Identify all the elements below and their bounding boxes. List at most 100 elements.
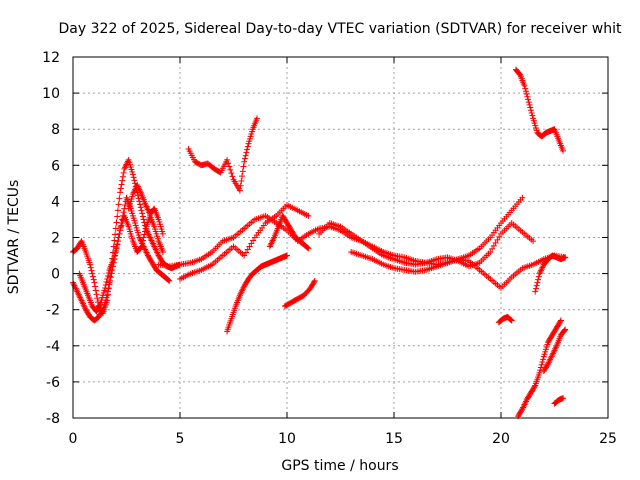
data-point [107,274,114,281]
data-point [254,115,261,122]
data-point [94,295,101,302]
data-point [538,361,545,368]
data-point [104,288,111,295]
y-tick-label: -4 [46,339,60,355]
data-point [236,187,243,194]
data-point [117,227,124,234]
data-point [129,171,136,178]
data-point [89,273,96,280]
y-tick-label: 6 [51,158,60,174]
data-point [228,170,235,177]
x-tick-label: 20 [492,431,510,447]
data-point [120,169,127,176]
data-point [527,107,534,114]
data-point [103,279,110,286]
data-point [119,177,126,184]
series-track-17 [551,395,567,407]
series-track-2 [70,212,166,324]
data-point [225,160,232,167]
data-point [119,216,126,223]
data-point [560,147,567,154]
data-point [530,238,537,245]
series-track-13 [512,66,567,154]
data-point [528,109,535,116]
data-point [519,194,526,201]
data-point [490,242,497,249]
data-point [104,273,111,280]
data-point [135,195,142,202]
data-point [494,236,501,243]
data-point [110,256,117,263]
x-tick-label: 10 [278,431,296,447]
data-point [87,261,94,268]
data-point [92,287,99,294]
data-point [489,245,496,252]
data-point [518,407,525,414]
series-track-5 [155,194,526,270]
data-point [117,223,124,230]
series-track-1 [70,156,183,317]
data-point [137,201,144,208]
x-tick-label: 15 [385,431,403,447]
series-track-6 [177,202,312,283]
data-point [303,244,310,251]
data-point [113,244,120,251]
data-point [117,189,124,196]
data-point [116,230,123,237]
data-point [131,177,138,184]
data-point [248,240,255,247]
data-point [527,104,534,111]
data-point [224,156,231,163]
series-track-7 [224,252,290,335]
data-point [138,207,145,214]
data-point [116,195,123,202]
data-point [111,253,118,260]
data-point [159,230,166,237]
data-point [112,225,119,232]
y-axis-label: SDTVAR / TECUs [6,180,22,295]
data-point [105,269,112,276]
data-point [137,204,144,211]
axis-ticks: 0 5 10 15 20 25 -8 -6 -4 -2 0 2 4 6 8 10 12 [42,50,617,447]
series-track-12 [348,248,569,292]
data-point [304,244,311,251]
series-track-15 [495,313,515,326]
series-track-9 [185,115,261,194]
data-point [557,318,564,325]
y-tick-label: 4 [51,194,60,210]
data-point [99,307,106,314]
data-point [134,192,141,199]
data-point [114,238,121,245]
data-point [89,270,96,277]
data-point [92,283,99,290]
data-point [165,277,172,284]
data-point [529,112,536,119]
data-point [524,93,531,100]
data-point [159,248,166,255]
y-tick-label: 10 [42,86,60,102]
data-point [557,317,564,324]
data-point [238,177,245,184]
data-point [102,282,109,289]
data-point [244,246,251,253]
data-point [104,276,111,283]
y-tick-label: 8 [51,122,60,138]
data-point [229,173,236,180]
series-track-14 [515,317,564,420]
data-point [521,82,528,89]
data-point [114,213,121,220]
data-point [227,166,234,173]
data-point [305,245,312,252]
data-point [241,155,248,162]
data-point [118,181,125,188]
data-point [112,231,119,238]
data-point [560,395,567,402]
y-tick-label: 2 [51,231,60,247]
series-track-11 [316,220,537,270]
data-point [242,249,249,256]
data-point [242,152,249,159]
data-point [115,234,122,241]
data-point [526,101,533,108]
data-point [539,359,546,366]
